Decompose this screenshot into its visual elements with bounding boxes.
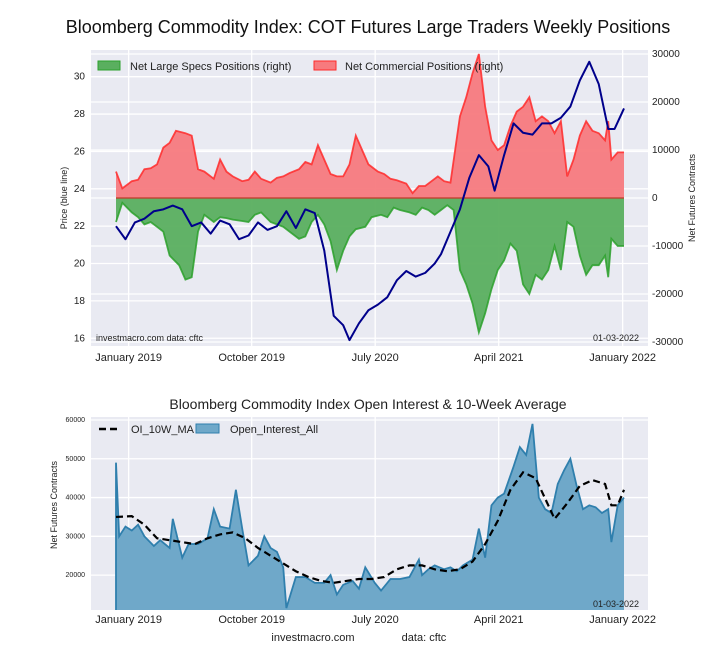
- top-x-tick-label: July 2020: [352, 352, 399, 364]
- legend-label-commercial: Net Commercial Positions (right): [345, 61, 503, 73]
- top-right-tick-label: -30000: [652, 337, 684, 348]
- price-line: [115, 60, 625, 342]
- bottom-x-tick-label: January 2019: [95, 614, 162, 626]
- bottom-y-tick-label: 40000: [66, 495, 86, 502]
- top-date-note: 01-03-2022: [593, 333, 639, 343]
- bottom-x-tick-label: January 2022: [589, 614, 656, 626]
- bottom-y-tick-label: 30000: [66, 533, 86, 540]
- specs-line: [115, 201, 624, 336]
- bottom-legend: OI_10W_MA Open_Interest_All: [99, 423, 318, 436]
- moving-average-line: [115, 470, 626, 584]
- top-left-tick-label: 28: [74, 109, 86, 120]
- top-x-tick-label: April 2021: [474, 352, 524, 364]
- footer-site: investmacro.com: [271, 632, 354, 644]
- top-left-axis: 16 18 20 22 24 26 28 30: [74, 72, 86, 345]
- open-interest-line: [115, 423, 625, 610]
- top-left-tick-label: 20: [74, 259, 86, 270]
- top-left-tick-label: 16: [74, 333, 86, 344]
- bottom-chart-title: Bloomberg Commodity Index Open Interest …: [169, 396, 566, 412]
- top-left-tick-label: 22: [74, 221, 86, 232]
- footer-source: data: cftc: [402, 632, 447, 644]
- legend-label-oi: Open_Interest_All: [230, 424, 318, 436]
- top-right-tick-label: 0: [652, 193, 658, 204]
- bottom-y-axis-label: Net Futures Contracts: [49, 460, 59, 549]
- top-x-tick-label: October 2019: [218, 352, 285, 364]
- top-left-axis-label: Price (blue line): [59, 167, 69, 230]
- legend-swatch-specs: [97, 60, 121, 71]
- top-chart-title: Bloomberg Commodity Index: COT Futures L…: [66, 17, 671, 37]
- top-price-line: [115, 60, 625, 342]
- commercial-area: [116, 54, 624, 198]
- bottom-moving-average: [115, 470, 626, 584]
- bottom-date-note: 01-03-2022: [593, 599, 639, 609]
- top-left-tick-label: 30: [74, 72, 86, 83]
- top-right-tick-label: -20000: [652, 289, 684, 300]
- top-x-tick-label: January 2019: [95, 352, 162, 364]
- top-left-tick-label: 26: [74, 146, 86, 157]
- top-right-tick-label: 30000: [652, 49, 680, 60]
- top-legend: Net Large Specs Positions (right) Net Co…: [97, 60, 503, 73]
- bottom-x-tick-label: October 2019: [218, 614, 285, 626]
- bottom-x-axis: January 2019 October 2019 July 2020 April 2…: [95, 614, 656, 626]
- top-right-axis: -30000 -20000 -10000 0 10000 20000 30000: [652, 49, 684, 348]
- legend-label-specs: Net Large Specs Positions (right): [130, 61, 291, 73]
- top-x-tick-label: January 2022: [589, 352, 656, 364]
- top-right-tick-label: 20000: [652, 97, 680, 108]
- legend-label-ma: OI_10W_MA: [131, 424, 195, 436]
- bottom-x-tick-label: April 2021: [474, 614, 524, 626]
- bottom-y-axis: 20000 30000 40000 50000 60000: [66, 417, 86, 579]
- top-x-axis: January 2019 October 2019 July 2020 April 2…: [95, 352, 656, 364]
- bottom-y-tick-label: 20000: [66, 572, 86, 579]
- top-left-tick-label: 18: [74, 296, 86, 307]
- bottom-y-tick-label: 60000: [66, 417, 86, 424]
- bottom-open-interest-area: [115, 423, 625, 610]
- top-left-tick-label: 24: [74, 184, 86, 195]
- specs-area: [116, 198, 624, 333]
- top-right-axis-label: Net Futures Contracts: [687, 153, 697, 242]
- legend-swatch-oi: [195, 423, 220, 434]
- bottom-x-tick-label: July 2020: [352, 614, 399, 626]
- top-right-tick-label: 10000: [652, 145, 680, 156]
- bottom-y-tick-label: 50000: [66, 456, 86, 463]
- top-right-tick-label: -10000: [652, 241, 684, 252]
- legend-swatch-commercial: [313, 60, 337, 71]
- top-source-note: investmacro.com data: cftc: [96, 333, 204, 343]
- open-interest-area: [116, 423, 624, 610]
